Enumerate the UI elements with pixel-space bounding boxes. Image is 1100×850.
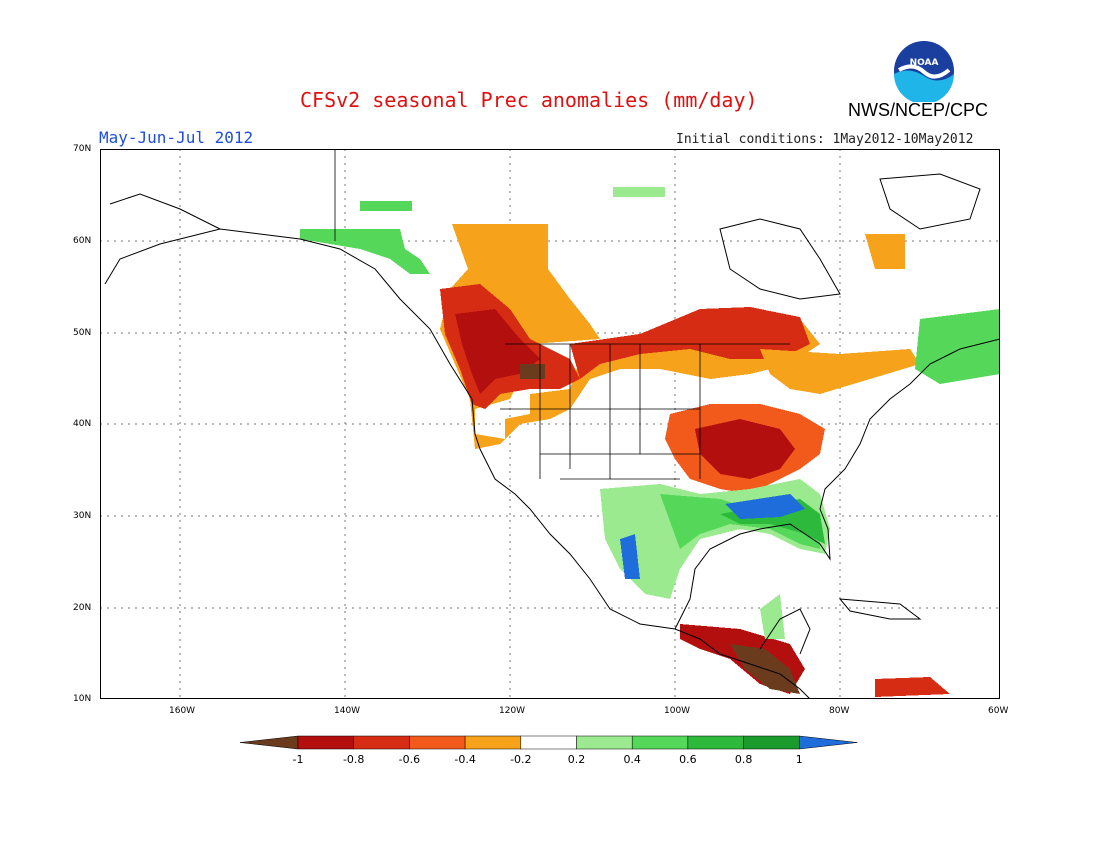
- lat-label: 40N: [73, 419, 92, 429]
- lon-label: 60W: [988, 706, 1009, 716]
- political-borders: [334, 149, 790, 480]
- anomaly-region: [360, 201, 412, 211]
- anomaly-region: [760, 349, 920, 394]
- legend-swatch: [631, 735, 689, 750]
- lat-label: 30N: [73, 511, 92, 521]
- lat-label: 70N: [73, 144, 92, 154]
- agency-label: NWS/NCEP/CPC: [848, 100, 989, 120]
- anomaly-region: [760, 594, 785, 639]
- legend-swatch: [464, 735, 522, 750]
- legend-tick-label: -0.8: [343, 753, 364, 766]
- legend-tick-label: 0.6: [679, 753, 697, 766]
- legend-tick-label: -0.2: [510, 753, 531, 766]
- lon-label: 120W: [499, 706, 526, 716]
- legend-swatch: [409, 735, 466, 750]
- lat-label: 20N: [73, 603, 92, 613]
- chart-title: CFSv2 seasonal Prec anomalies (mm/day): [300, 88, 758, 112]
- anomaly-region: [613, 187, 665, 197]
- anomaly-region: [875, 677, 950, 697]
- lon-label: 160W: [169, 706, 196, 716]
- anomaly-region: [620, 534, 640, 579]
- legend-tick-label: -1: [293, 753, 304, 766]
- legend-arrow-right: [799, 735, 858, 750]
- forecast-period: May-Jun-Jul 2012: [99, 128, 254, 147]
- logo-text: NOAA: [910, 58, 939, 68]
- anomaly-region: [300, 229, 430, 274]
- lon-label: 140W: [334, 706, 361, 716]
- lat-label: 60N: [73, 236, 92, 246]
- color-legend: -1 -0.8 -0.6 -0.4 -0.2 0.2 0.4 0.6 0.8 1: [240, 735, 858, 766]
- legend-tick-label: 0.4: [623, 753, 641, 766]
- legend-tick-label: 0.8: [735, 753, 753, 766]
- lat-label: 50N: [73, 328, 92, 338]
- legend-swatch: [687, 735, 744, 750]
- anomaly-region: [865, 234, 905, 269]
- anomaly-region: [570, 307, 810, 379]
- initial-conditions: Initial conditions: 1May2012-10May2012: [676, 132, 974, 147]
- lon-label: 80W: [829, 706, 850, 716]
- legend-tick-label: 0.2: [568, 753, 586, 766]
- legend-tick-label: 1: [796, 753, 803, 766]
- legend-swatch: [743, 735, 800, 750]
- anomaly-region: [455, 309, 540, 394]
- anomaly-region: [915, 309, 1000, 384]
- coastlines: [104, 173, 1000, 699]
- legend-arrow-left: [240, 735, 299, 750]
- legend-swatch: [520, 735, 577, 750]
- anomaly-region: [725, 494, 805, 519]
- lon-label: 100W: [664, 706, 691, 716]
- anomaly-region: [440, 224, 820, 449]
- legend-tick-label: -0.6: [399, 753, 420, 766]
- legend-swatch: [576, 735, 633, 750]
- legend-swatch: [297, 735, 354, 750]
- anomaly-region: [695, 419, 795, 479]
- lat-label: 10N: [73, 694, 92, 704]
- legend-swatch: [353, 735, 410, 750]
- precip-anomaly-map: [100, 149, 1000, 699]
- anomaly-region: [520, 364, 545, 379]
- noaa-logo: NOAA: [893, 40, 955, 104]
- legend-tick-label: -0.4: [454, 753, 475, 766]
